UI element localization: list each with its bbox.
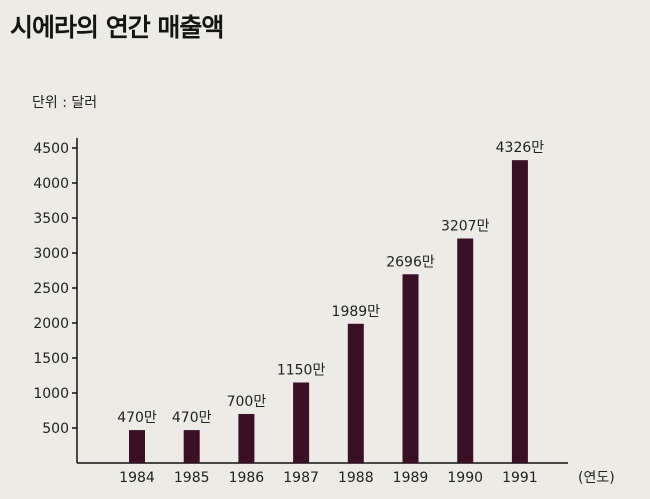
y-tick-label: 3000 <box>33 246 69 262</box>
data-labels: 470만 470만 700만 1150만 1989만 2696만 3207만 4326만 <box>117 140 544 426</box>
axes <box>76 138 568 464</box>
y-tick-label: 2500 <box>33 281 69 297</box>
data-label: 1989만 <box>332 304 381 320</box>
x-tick-label: 1988 <box>338 470 374 486</box>
y-tick-label: 500 <box>42 421 69 437</box>
y-tick-label: 4000 <box>33 176 69 192</box>
data-label: 2696만 <box>386 254 435 270</box>
bar-1989 <box>402 274 419 463</box>
data-label: 470만 <box>117 410 157 426</box>
x-tick-label: 1990 <box>447 470 483 486</box>
x-axis-label: (연도) <box>578 470 615 486</box>
x-tick-label: 1986 <box>229 470 265 486</box>
x-tick-label: 1987 <box>283 470 319 486</box>
y-tick-label: 4500 <box>33 141 69 157</box>
bar-1988 <box>347 323 364 463</box>
y-tick-label: 3500 <box>33 211 69 227</box>
data-label: 470만 <box>172 410 212 426</box>
data-label: 4326만 <box>496 140 545 156</box>
bar-1991 <box>511 160 528 463</box>
bar-1985 <box>183 430 200 463</box>
y-ticks: 500 1000 1500 2000 2500 3000 3500 4000 4500 <box>33 141 77 437</box>
y-tick-label: 1000 <box>33 386 69 402</box>
bar-1987 <box>293 382 310 463</box>
bar-1990 <box>457 238 474 463</box>
x-tick-label: 1989 <box>393 470 429 486</box>
y-tick-label: 2000 <box>33 316 69 332</box>
y-tick-label: 1500 <box>33 351 69 367</box>
data-label: 700만 <box>227 394 267 410</box>
category-labels: 1984 1985 1986 1987 1988 1989 1990 1991 <box>119 470 538 486</box>
bars <box>129 160 528 463</box>
unit-label: 단위 : 달러 <box>32 95 97 111</box>
data-label: 1150만 <box>277 363 326 379</box>
x-tick-label: 1991 <box>502 470 538 486</box>
x-tick-label: 1984 <box>119 470 155 486</box>
chart-title: 시에라의 연간 매출액 <box>10 13 224 42</box>
data-label: 3207만 <box>441 219 490 235</box>
bar-1984 <box>129 430 145 463</box>
x-tick-label: 1985 <box>174 470 210 486</box>
bar-1986 <box>238 414 255 463</box>
